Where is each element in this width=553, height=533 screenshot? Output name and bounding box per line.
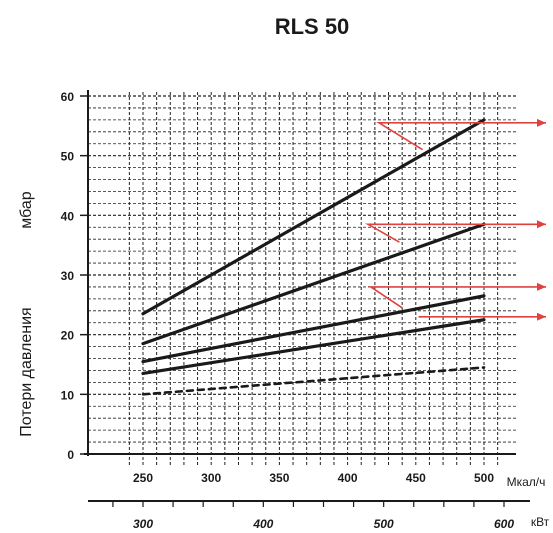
y-tick-label: 30 (61, 269, 75, 283)
y-tick-label: 20 (61, 329, 75, 343)
x-tick-label: 350 (269, 471, 289, 485)
series-line (141, 118, 486, 316)
x2-tick-label: 500 (374, 517, 394, 531)
arrow-series-2-head (537, 220, 546, 229)
y-axis-unit: мбар (18, 191, 35, 229)
x-tick-label: 400 (338, 471, 358, 485)
y-axis-label: Потери давления (18, 307, 35, 436)
series-line (141, 366, 486, 396)
axes (80, 90, 530, 507)
x-tick-label: 450 (406, 471, 426, 485)
x2-tick-label: 300 (133, 517, 153, 531)
y-tick-label: 40 (61, 209, 75, 223)
x-tick-label: 500 (474, 471, 494, 485)
x2-tick-label: 600 (494, 517, 514, 531)
arrow-series-1-head (537, 118, 546, 127)
arrow-series-2 (365, 223, 546, 243)
y-tick-label: 10 (61, 388, 75, 402)
arrow-series-1 (376, 122, 546, 151)
series-group (141, 118, 486, 396)
series-line (141, 294, 486, 364)
arrow-series-3 (368, 286, 546, 309)
series-line (141, 222, 486, 346)
arrow-series-4-head (537, 312, 546, 321)
arrow-annotations (365, 118, 546, 321)
y-tick-label: 0 (67, 448, 74, 462)
x-tick-label: 250 (133, 471, 153, 485)
x-axis-unit: Мкал/ч (507, 475, 546, 489)
x-tick-label: 300 (201, 471, 221, 485)
y-tick-label: 50 (61, 150, 75, 164)
y-tick-label: 60 (61, 90, 75, 104)
x2-axis-unit: кВт (531, 515, 550, 529)
series-line (141, 318, 486, 376)
arrow-series-3-head (537, 282, 546, 291)
tick-labels: 0 10 20 30 40 50 60 250 300 350 400 450 500 300 400 500… (61, 90, 515, 531)
x2-tick-label: 400 (252, 517, 273, 531)
grid (88, 92, 516, 466)
chart-title: RLS 50 (275, 14, 350, 39)
